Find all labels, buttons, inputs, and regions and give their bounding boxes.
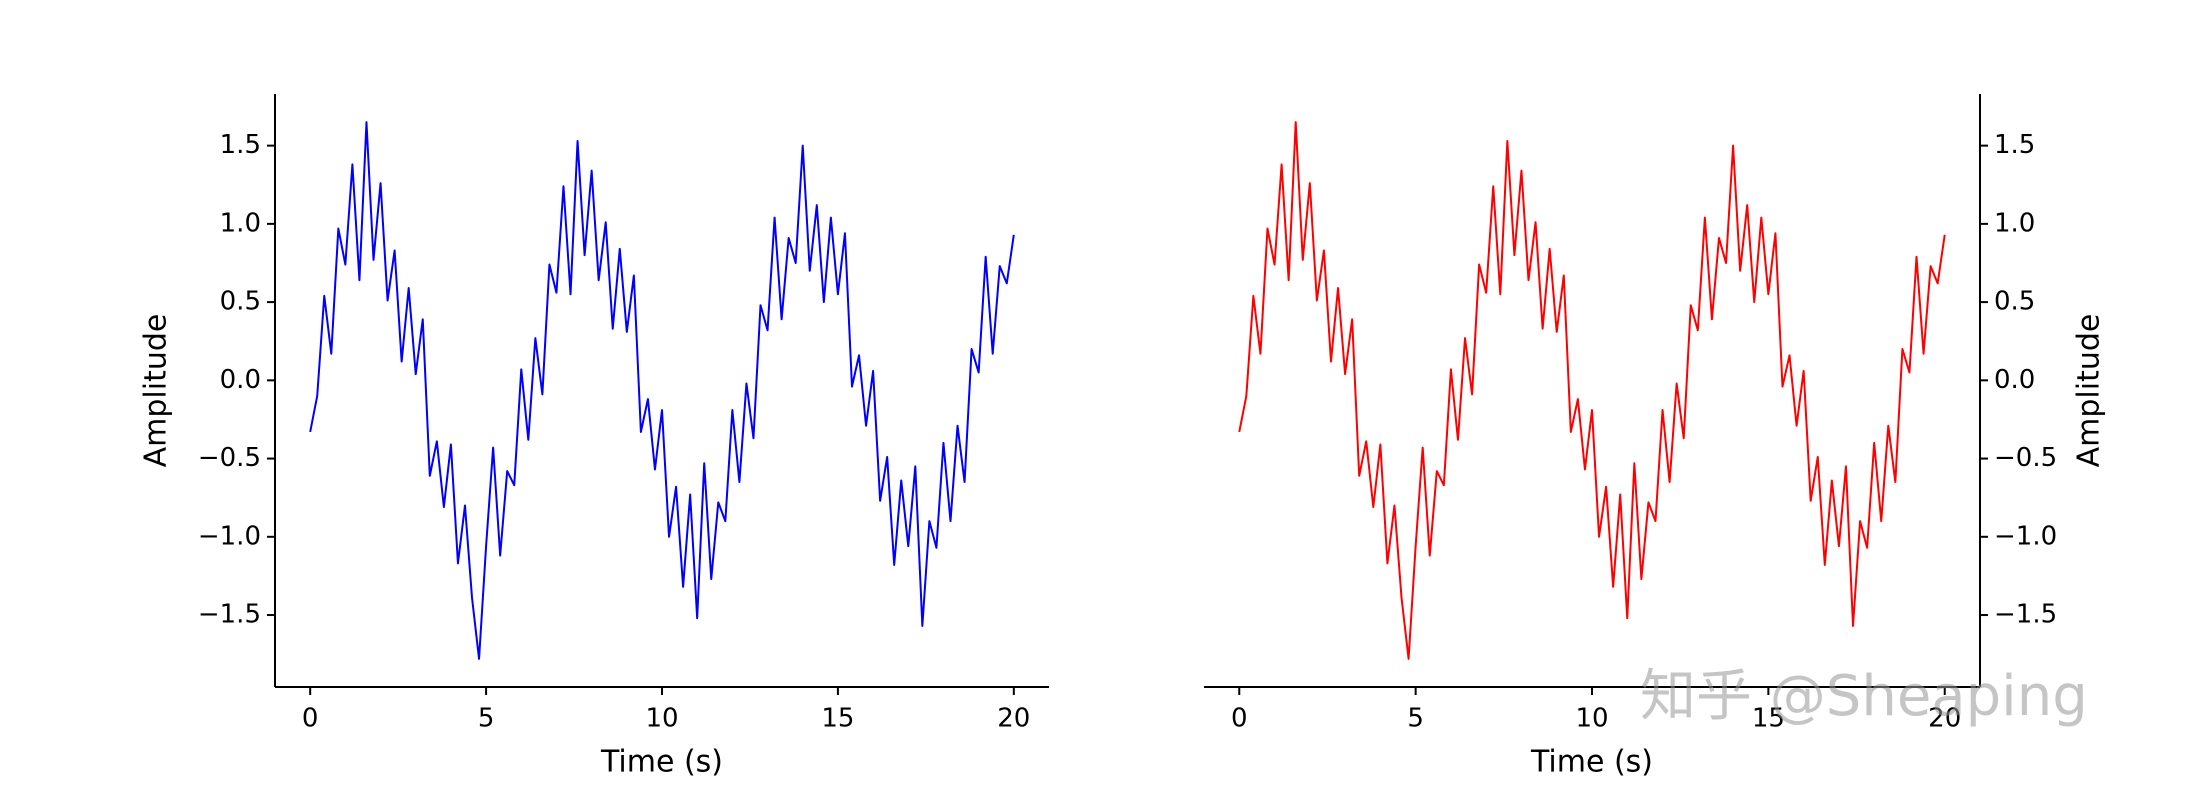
y-tick-label: 0.5 <box>220 287 261 317</box>
y-tick-label: −1.0 <box>198 521 261 551</box>
x-axis-label: Time (s) <box>1530 745 1653 780</box>
y-tick-label: −0.5 <box>1994 443 2057 473</box>
x-tick-label: 20 <box>997 704 1030 734</box>
y-axis-label: Amplitude <box>139 314 174 468</box>
y-tick-label: −1.5 <box>1994 600 2057 630</box>
y-tick-label: −0.5 <box>198 443 261 473</box>
x-tick-label: 10 <box>645 704 678 734</box>
y-tick-label: −1.5 <box>198 600 261 630</box>
y-tick-label: −1.0 <box>1994 521 2057 551</box>
y-tick-label: 1.0 <box>220 208 261 238</box>
x-tick-label: 15 <box>821 704 854 734</box>
y-tick-label: 1.0 <box>1994 208 2035 238</box>
y-tick-label: 0.0 <box>220 365 261 395</box>
y-tick-label: 0.5 <box>1994 287 2035 317</box>
data-line <box>309 121 1015 660</box>
y-axis-label: Amplitude <box>2072 314 2107 468</box>
x-tick-label: 15 <box>1752 704 1785 734</box>
x-tick-label: 0 <box>302 704 319 734</box>
x-tick-label: 0 <box>1231 704 1248 734</box>
x-tick-label: 20 <box>1928 704 1961 734</box>
data-line <box>1238 121 1946 660</box>
x-tick-label: 5 <box>478 704 495 734</box>
y-tick-label: 0.0 <box>1994 365 2035 395</box>
x-axis-label: Time (s) <box>600 745 723 780</box>
y-tick-label: 1.5 <box>1994 130 2035 160</box>
watermark: 知乎 @Sheaping <box>1640 664 2088 729</box>
x-tick-label: 10 <box>1575 704 1608 734</box>
y-tick-label: 1.5 <box>220 130 261 160</box>
x-tick-label: 5 <box>1407 704 1424 734</box>
